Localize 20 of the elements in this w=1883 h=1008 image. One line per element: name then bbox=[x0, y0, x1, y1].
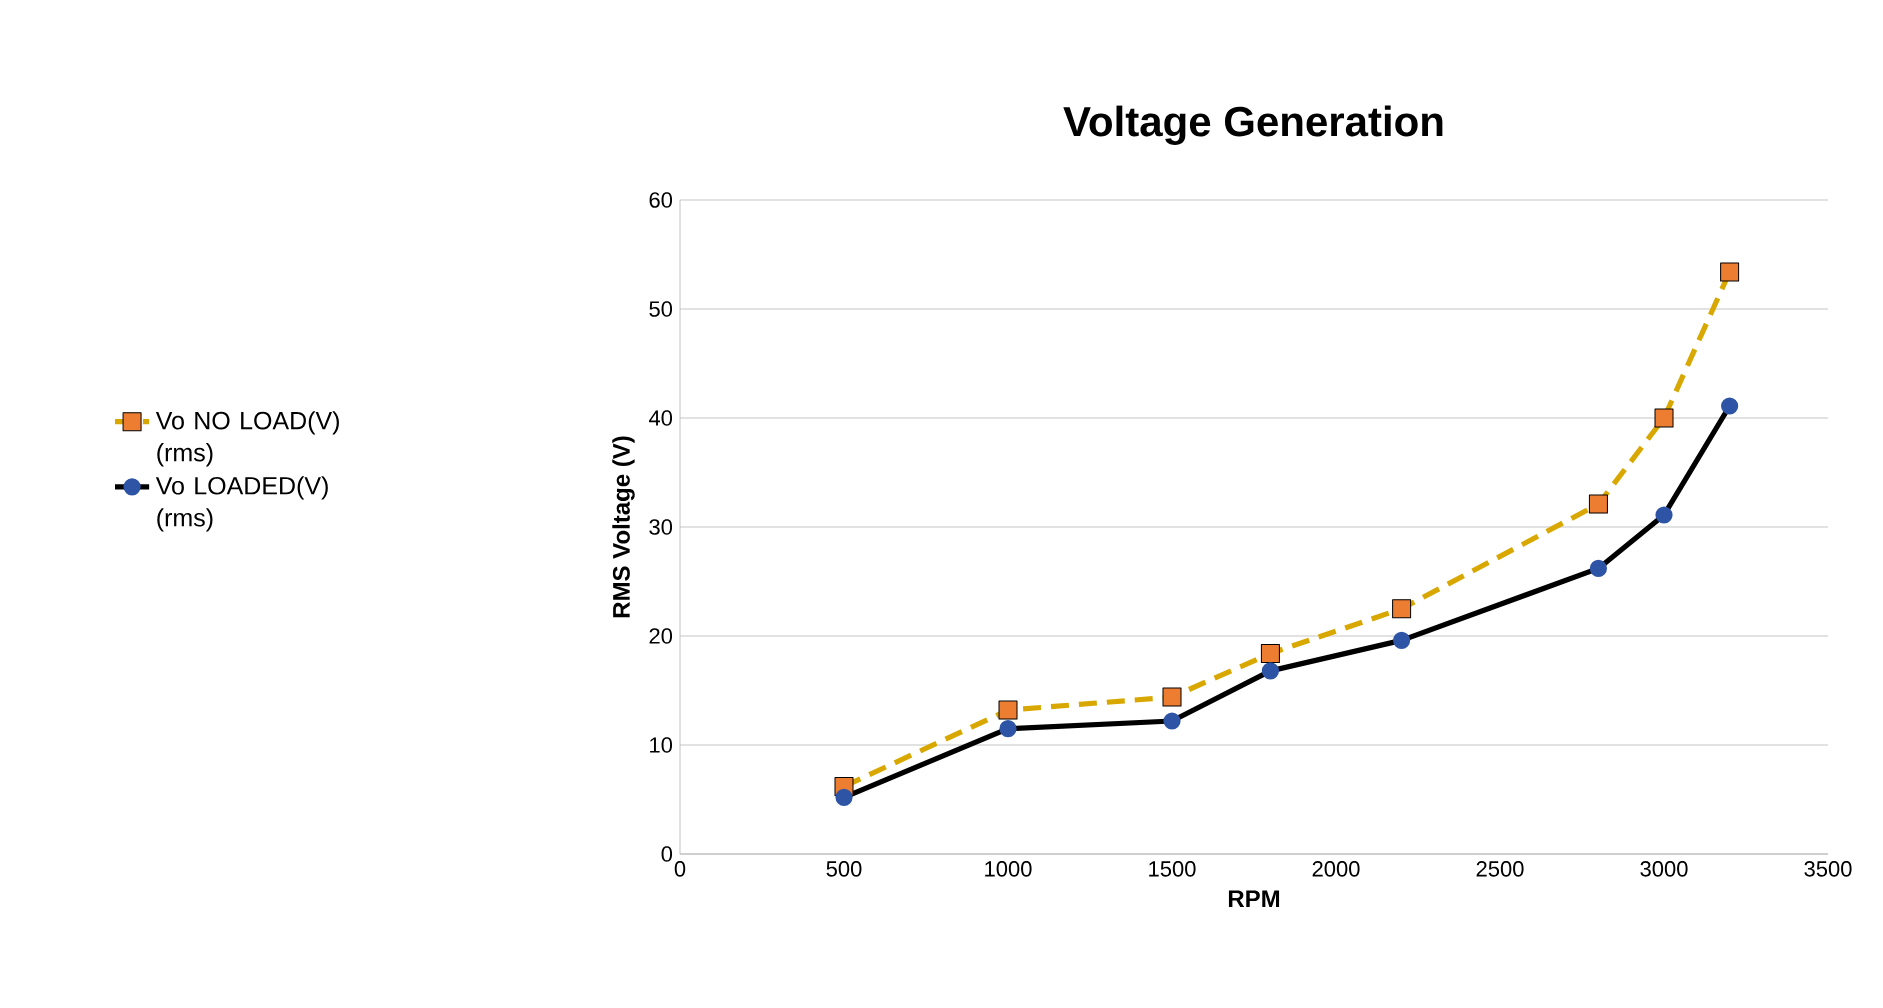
x-tick-label: 2500 bbox=[1476, 861, 1524, 877]
legend-label: Vo LOADED(V) (rms) bbox=[155, 476, 328, 532]
x-axis-title: RPM bbox=[1228, 890, 1280, 907]
chart-title: Voltage Generation bbox=[1063, 105, 1443, 145]
x-tick-label: 1500 bbox=[1149, 861, 1196, 877]
x-tick-label: 3500 bbox=[1804, 861, 1852, 877]
y-tick-label: 0 bbox=[661, 846, 673, 862]
y-axis-title: RMS Voltage (V) bbox=[612, 436, 635, 618]
y-tick-label: 30 bbox=[649, 519, 673, 535]
y-tick-label: 10 bbox=[650, 737, 673, 753]
x-tick-label: 2000 bbox=[1312, 861, 1360, 877]
x-tick-label: 0 bbox=[674, 861, 686, 877]
x-tick-label: 3000 bbox=[1640, 861, 1688, 877]
x-tick-label: 1000 bbox=[985, 861, 1032, 877]
x-tick-label: 500 bbox=[826, 861, 862, 877]
y-tick-label: 20 bbox=[649, 628, 673, 644]
y-tick-label: 40 bbox=[648, 410, 673, 426]
legend-label: Vo NO LOAD(V) (rms) bbox=[155, 411, 339, 467]
y-tick-label: 50 bbox=[649, 301, 673, 317]
y-tick-label: 60 bbox=[649, 192, 673, 208]
